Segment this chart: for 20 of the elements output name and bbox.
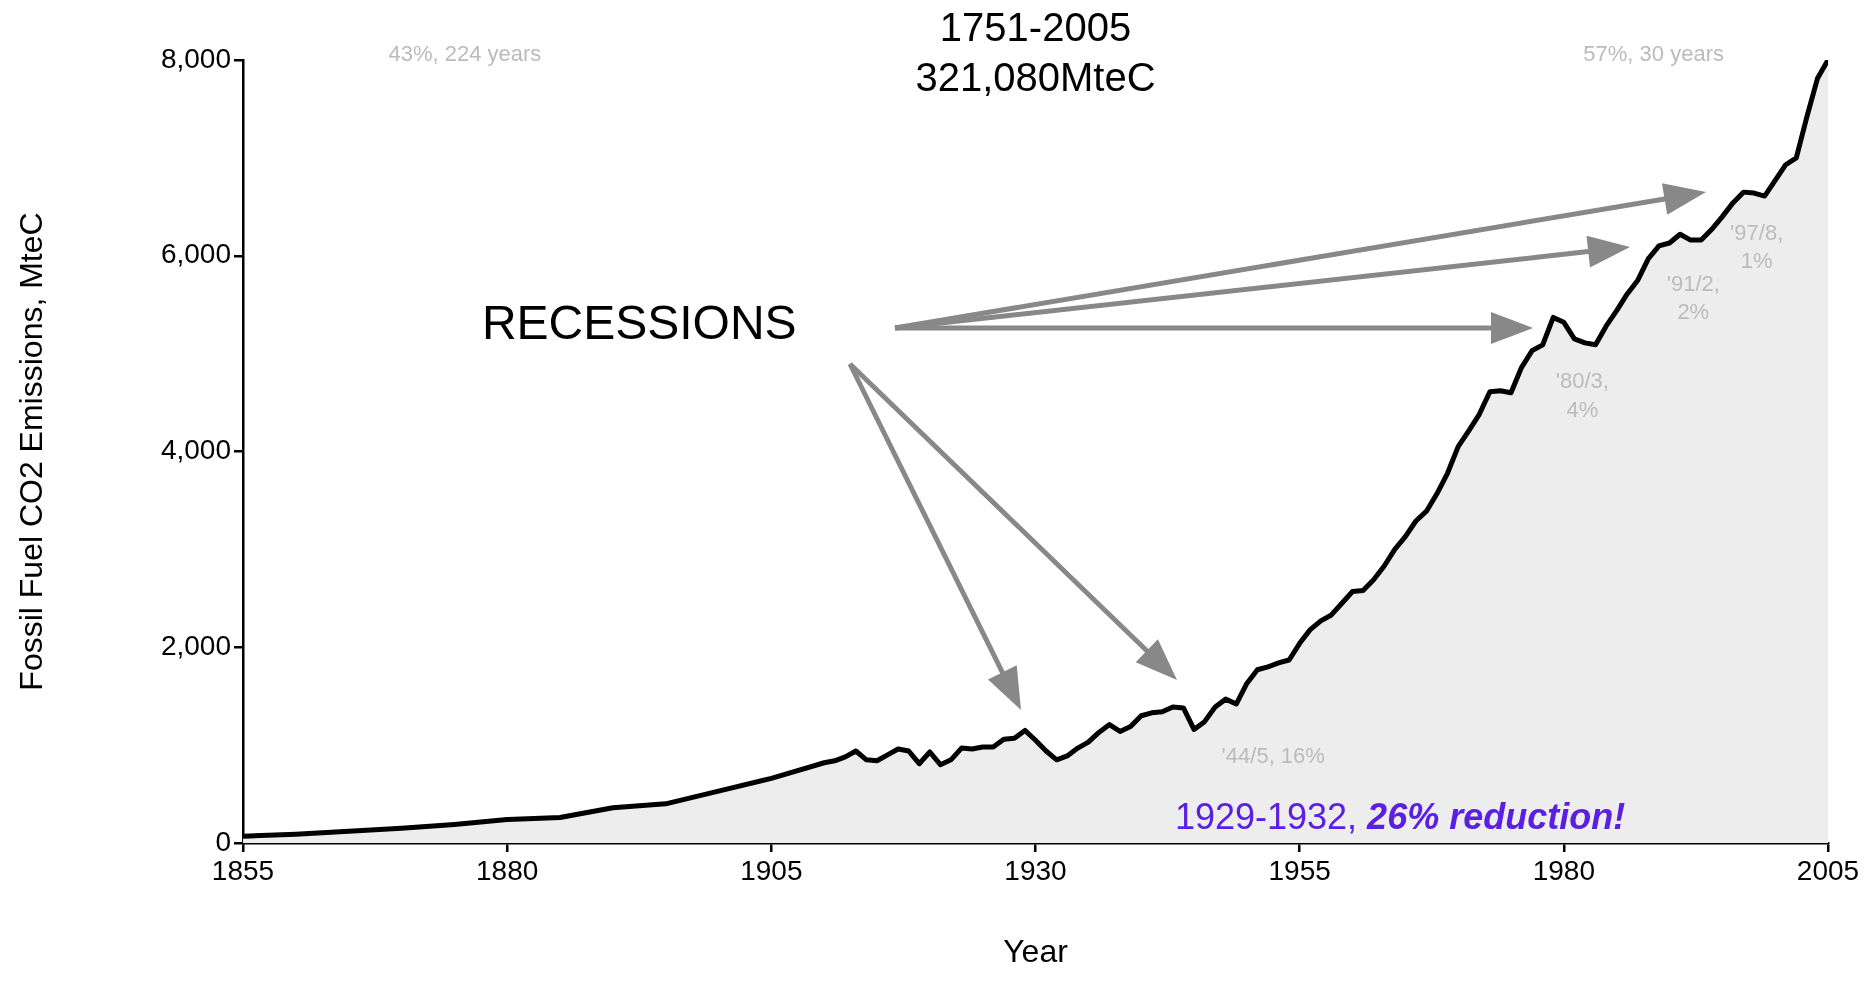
x-tick-label: 1980 [1532, 854, 1595, 886]
x-tick-label: 2005 [1796, 854, 1860, 886]
annotation: 57%, 30 years [1583, 41, 1724, 67]
x-tick-label: 1880 [476, 854, 539, 886]
y-tick-label: 0 [215, 825, 231, 857]
y-axis-title: Fossil Fuel CO2 Emissions, MteC [13, 212, 50, 691]
x-axis-title: Year [1003, 932, 1069, 969]
chart-title: 1751-2005 [939, 5, 1132, 50]
y-tick-label: 2,000 [160, 629, 231, 661]
annotation: RECESSIONS [481, 296, 797, 350]
y-tick-label: 8,000 [160, 42, 231, 74]
x-tick-label: 1905 [740, 854, 803, 886]
chart-subtitle: 321,080MteC [915, 55, 1156, 100]
annotation: 43%, 224 years [388, 41, 542, 67]
annotation: 1929-1932, 26% reduction! [1174, 796, 1626, 838]
x-tick-label: 1930 [1004, 854, 1067, 886]
y-tick-label: 6,000 [160, 238, 231, 270]
x-tick-label: 1955 [1268, 854, 1331, 886]
x-tick-label: 1855 [211, 854, 275, 886]
y-tick-label: 4,000 [160, 434, 231, 466]
